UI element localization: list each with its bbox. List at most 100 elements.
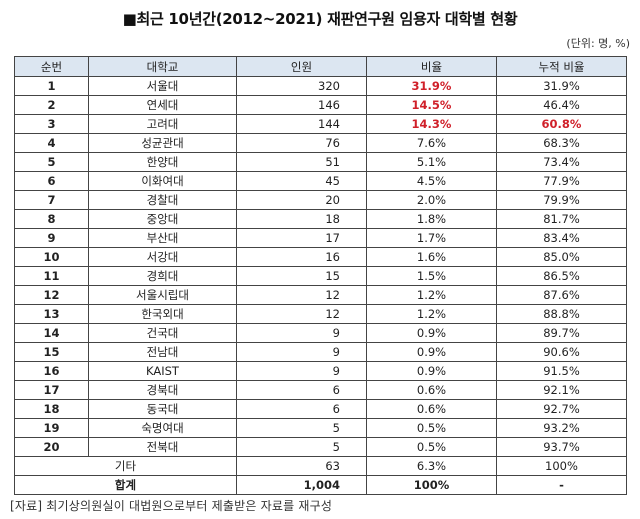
count-cell: 76 xyxy=(236,133,367,153)
cumulative-cell: 92.1% xyxy=(496,380,627,400)
count-cell: 144 xyxy=(236,114,367,134)
school-cell: 성균관대 xyxy=(88,133,237,153)
total-row-ratio: 100% xyxy=(366,475,497,495)
table-row: 1 서울대 320 31.9% 31.9% xyxy=(14,76,627,96)
rank-cell: 3 xyxy=(14,114,89,134)
rank-cell: 8 xyxy=(14,209,89,229)
school-cell: 한국외대 xyxy=(88,304,237,324)
table-row: 12 서울시립대 12 1.2% 87.6% xyxy=(14,285,627,305)
count-cell: 16 xyxy=(236,247,367,267)
cumulative-cell: 93.7% xyxy=(496,437,627,457)
school-cell: 숙명여대 xyxy=(88,418,237,438)
ratio-cell: 0.9% xyxy=(366,342,497,362)
ratio-cell: 1.2% xyxy=(366,304,497,324)
count-cell: 17 xyxy=(236,228,367,248)
rank-cell: 16 xyxy=(14,361,89,381)
table-row: 9 부산대 17 1.7% 83.4% xyxy=(14,228,627,248)
count-cell: 9 xyxy=(236,323,367,343)
ratio-cell: 14.3% xyxy=(366,114,497,134)
rank-cell: 6 xyxy=(14,171,89,191)
header-count: 인원 xyxy=(236,56,367,77)
cumulative-cell: 89.7% xyxy=(496,323,627,343)
rank-cell: 1 xyxy=(14,76,89,96)
table-row: 5 한양대 51 5.1% 73.4% xyxy=(14,152,627,172)
school-cell: 건국대 xyxy=(88,323,237,343)
table-row: 11 경희대 15 1.5% 86.5% xyxy=(14,266,627,286)
table-row: 2 연세대 146 14.5% 46.4% xyxy=(14,95,627,115)
source-note: [자료] 최기상의원실이 대법원으로부터 제출받은 자료를 재구성 xyxy=(10,499,333,513)
ratio-cell: 1.2% xyxy=(366,285,497,305)
count-cell: 18 xyxy=(236,209,367,229)
ratio-cell: 2.0% xyxy=(366,190,497,210)
rank-cell: 5 xyxy=(14,152,89,172)
table-header-row: 순번 대학교 인원 비율 누적 비율 xyxy=(14,56,627,77)
table-row: 16 KAIST 9 0.9% 91.5% xyxy=(14,361,627,381)
cumulative-cell: 90.6% xyxy=(496,342,627,362)
table-row: 19 숙명여대 5 0.5% 93.2% xyxy=(14,418,627,438)
other-row-count: 63 xyxy=(236,456,367,476)
school-cell: 부산대 xyxy=(88,228,237,248)
cumulative-cell: 81.7% xyxy=(496,209,627,229)
school-cell: 서강대 xyxy=(88,247,237,267)
school-cell: 서울시립대 xyxy=(88,285,237,305)
total-row-cumulative: - xyxy=(496,475,627,495)
ratio-cell: 1.8% xyxy=(366,209,497,229)
school-cell: 한양대 xyxy=(88,152,237,172)
other-row-label: 기타 xyxy=(14,456,237,476)
count-cell: 45 xyxy=(236,171,367,191)
table-row: 17 경북대 6 0.6% 92.1% xyxy=(14,380,627,400)
school-cell: 연세대 xyxy=(88,95,237,115)
cumulative-cell: 92.7% xyxy=(496,399,627,419)
page-title: ■최근 10년간(2012~2021) 재판연구원 임용자 대학별 현황 xyxy=(122,10,518,28)
count-cell: 5 xyxy=(236,418,367,438)
school-cell: 경북대 xyxy=(88,380,237,400)
table-row: 20 전북대 5 0.5% 93.7% xyxy=(14,437,627,457)
school-cell: 서울대 xyxy=(88,76,237,96)
cumulative-cell: 31.9% xyxy=(496,76,627,96)
cumulative-cell: 79.9% xyxy=(496,190,627,210)
ratio-cell: 7.6% xyxy=(366,133,497,153)
school-cell: 전북대 xyxy=(88,437,237,457)
count-cell: 9 xyxy=(236,361,367,381)
rank-cell: 20 xyxy=(14,437,89,457)
ratio-cell: 0.5% xyxy=(366,418,497,438)
total-row-label: 합계 xyxy=(14,475,237,495)
rank-cell: 2 xyxy=(14,95,89,115)
cumulative-cell: 88.8% xyxy=(496,304,627,324)
school-cell: 경희대 xyxy=(88,266,237,286)
rank-cell: 4 xyxy=(14,133,89,153)
ratio-cell: 4.5% xyxy=(366,171,497,191)
ratio-cell: 0.9% xyxy=(366,323,497,343)
header-ratio: 비율 xyxy=(366,56,497,77)
ratio-cell: 1.5% xyxy=(366,266,497,286)
total-row: 합계 1,004 100% - xyxy=(14,475,627,495)
cumulative-cell: 83.4% xyxy=(496,228,627,248)
university-table: 순번 대학교 인원 비율 누적 비율 1 서울대 320 31.9% 31.9% 2 연세대… xyxy=(14,56,627,495)
ratio-cell: 0.6% xyxy=(366,399,497,419)
table-row: 14 건국대 9 0.9% 89.7% xyxy=(14,323,627,343)
total-row-count: 1,004 xyxy=(236,475,367,495)
school-cell: 경찰대 xyxy=(88,190,237,210)
school-cell: 고려대 xyxy=(88,114,237,134)
rank-cell: 13 xyxy=(14,304,89,324)
rank-cell: 12 xyxy=(14,285,89,305)
table-row: 18 동국대 6 0.6% 92.7% xyxy=(14,399,627,419)
ratio-cell: 5.1% xyxy=(366,152,497,172)
header-rank: 순번 xyxy=(14,56,89,77)
header-cumulative: 누적 비율 xyxy=(496,56,627,77)
table-row: 7 경찰대 20 2.0% 79.9% xyxy=(14,190,627,210)
ratio-cell: 0.6% xyxy=(366,380,497,400)
count-cell: 9 xyxy=(236,342,367,362)
table-row: 13 한국외대 12 1.2% 88.8% xyxy=(14,304,627,324)
rank-cell: 10 xyxy=(14,247,89,267)
cumulative-cell: 73.4% xyxy=(496,152,627,172)
rank-cell: 14 xyxy=(14,323,89,343)
cumulative-cell: 46.4% xyxy=(496,95,627,115)
header-school: 대학교 xyxy=(88,56,237,77)
cumulative-cell: 68.3% xyxy=(496,133,627,153)
table-row: 8 중앙대 18 1.8% 81.7% xyxy=(14,209,627,229)
other-row-cumulative: 100% xyxy=(496,456,627,476)
count-cell: 12 xyxy=(236,285,367,305)
school-cell: KAIST xyxy=(88,361,237,381)
school-cell: 이화여대 xyxy=(88,171,237,191)
